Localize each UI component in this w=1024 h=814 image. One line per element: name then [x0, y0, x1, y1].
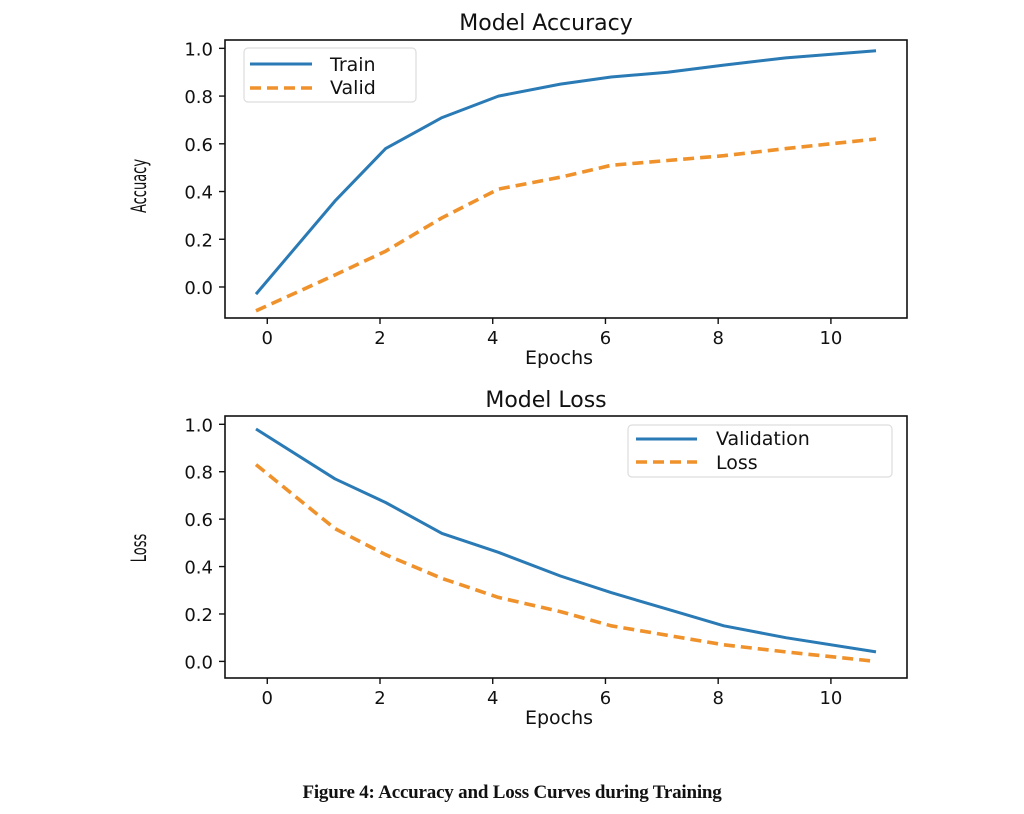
accuracy-chart: Model Accuracy 0 2 4 6 8 10 0.0 0.2 0.4 0.6 0.8 1.…	[128, 11, 908, 369]
accuracy-x-tick-label: 6	[600, 328, 611, 349]
loss-series-loss-line	[254, 463, 877, 664]
loss-y-tick-label: 0.0	[184, 652, 213, 673]
accuracy-plot-lines	[254, 49, 877, 313]
accuracy-x-tick-label: 4	[487, 328, 498, 349]
accuracy-x-tick-label: 10	[819, 328, 842, 349]
accuracy-y-axis-label: Accuacy	[128, 159, 152, 213]
loss-chart-title: Model Loss	[485, 388, 606, 413]
legend-validation-label: Validation	[716, 428, 810, 450]
loss-y-tick-label: 1.0	[184, 415, 213, 436]
loss-x-tick-label: 0	[262, 688, 273, 709]
accuracy-y-ticks: 0.0 0.2 0.4 0.6 0.8 1.0	[184, 39, 225, 299]
loss-y-tick-label: 0.4	[184, 558, 213, 579]
loss-x-tick-label: 10	[819, 688, 842, 709]
loss-x-ticks: 0 2 4 6 8 10	[262, 678, 842, 709]
legend-train-label: Train	[329, 54, 376, 76]
accuracy-axes-frame	[224, 39, 908, 319]
loss-y-axis-label: Loss	[128, 534, 152, 563]
accuracy-y-tick-label: 0.8	[184, 87, 213, 108]
loss-x-tick-label: 6	[600, 688, 611, 709]
loss-chart: Model Loss 0 2 4 6 8 10 0.0 0.2 0.4 0.6 0.8 1.0 Ep…	[128, 388, 908, 729]
loss-x-tick-label: 8	[712, 688, 723, 709]
accuracy-series-valid-line	[255, 137, 877, 313]
accuracy-x-ticks: 0 2 4 6 8 10	[262, 318, 842, 349]
loss-y-tick-label: 0.2	[184, 605, 213, 626]
accuracy-y-tick-label: 0.2	[184, 230, 213, 251]
accuracy-x-tick-label: 0	[262, 328, 273, 349]
loss-y-tick-label: 0.8	[184, 463, 213, 484]
loss-y-tick-label: 0.6	[184, 510, 213, 531]
accuracy-chart-title: Model Accuracy	[459, 11, 633, 36]
loss-axes-frame	[224, 415, 908, 679]
loss-series-validation-line	[255, 427, 877, 654]
accuracy-y-tick-label: 1.0	[184, 39, 213, 60]
accuracy-series-train-line	[254, 49, 877, 296]
accuracy-legend: Train Valid	[243, 47, 417, 103]
loss-plot-lines	[254, 427, 877, 664]
accuracy-y-tick-label: 0.6	[184, 135, 213, 156]
accuracy-y-tick-label: 0.4	[184, 183, 213, 204]
loss-legend: Validation Loss	[627, 424, 893, 478]
legend-loss-label: Loss	[716, 452, 758, 474]
loss-x-tick-label: 2	[374, 688, 385, 709]
accuracy-x-axis-label: Epochs	[525, 347, 593, 369]
loss-x-axis-label: Epochs	[525, 707, 593, 729]
accuracy-x-tick-label: 2	[374, 328, 385, 349]
accuracy-y-tick-label: 0.0	[184, 278, 213, 299]
loss-y-ticks: 0.0 0.2 0.4 0.6 0.8 1.0	[184, 415, 225, 673]
accuracy-x-tick-label: 8	[712, 328, 723, 349]
loss-x-tick-label: 4	[487, 688, 498, 709]
figure-caption: Figure 4: Accuracy and Loss Curves durin…	[302, 782, 722, 803]
legend-valid-label: Valid	[330, 77, 376, 99]
